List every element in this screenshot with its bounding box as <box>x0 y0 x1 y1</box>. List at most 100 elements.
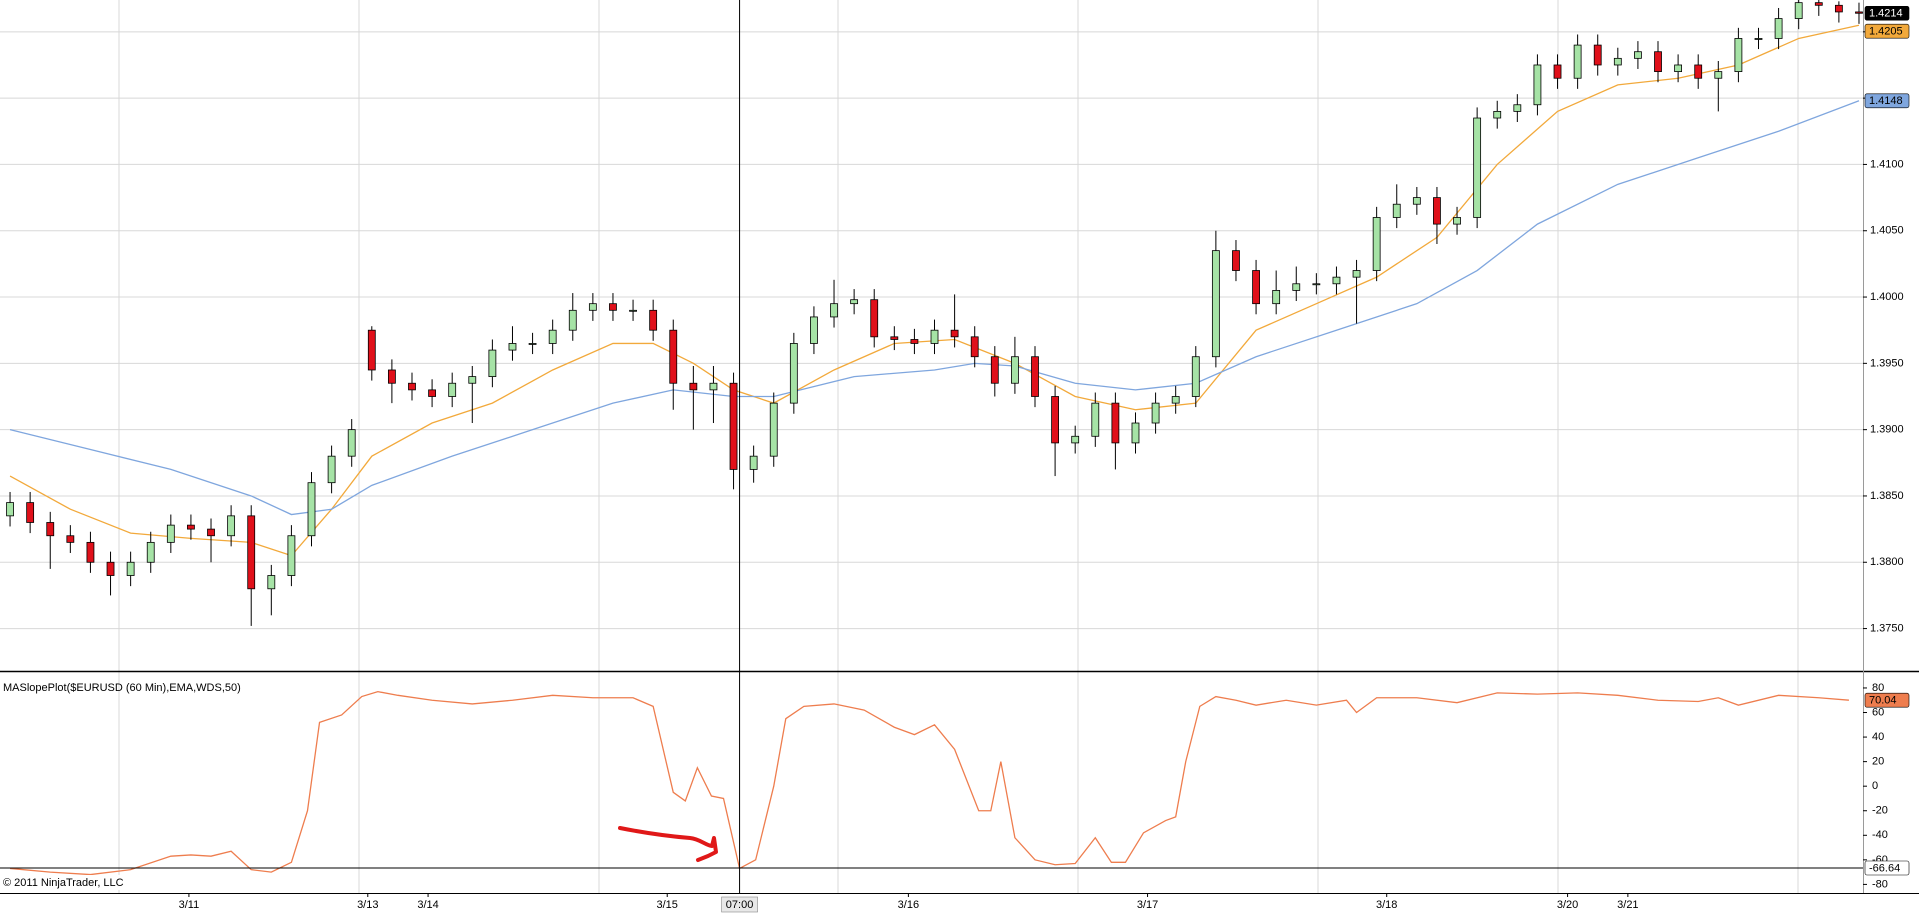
candle-body <box>1392 203 1401 218</box>
candle-body <box>187 524 195 530</box>
crosshair-x-label-bg <box>721 896 758 913</box>
candle-body <box>1091 402 1100 437</box>
x-tick-label: 3/14 <box>417 899 438 911</box>
candle-body <box>387 369 396 384</box>
candle-body <box>1533 64 1542 106</box>
candle-body <box>1352 270 1361 278</box>
vertical-grid <box>118 0 1799 893</box>
y-tick-label: 1.3750 <box>1870 622 1904 634</box>
x-tick-label: 3/13 <box>357 899 378 911</box>
candle-body <box>789 343 798 404</box>
candle-body <box>749 455 758 470</box>
candle-body <box>1734 38 1743 73</box>
candle-body <box>850 299 859 305</box>
y-tick-label: 60 <box>1872 706 1884 718</box>
candle-body <box>1613 57 1622 66</box>
candle-body <box>1553 64 1562 79</box>
candle-body <box>327 455 336 484</box>
candle-body <box>729 382 738 470</box>
candle-body <box>247 515 256 590</box>
y-tick-label: 40 <box>1872 731 1884 743</box>
x-tick-label: 3/15 <box>657 899 678 911</box>
candle-body <box>307 482 316 537</box>
candle-body <box>528 343 537 345</box>
y-tick-label: -80 <box>1872 878 1888 890</box>
y-tick-label: -20 <box>1872 805 1888 817</box>
price-panel <box>6 0 1863 626</box>
candle-body <box>970 336 979 358</box>
candle-body <box>1111 402 1120 444</box>
candle-body <box>267 575 276 590</box>
y-tick-label: 80 <box>1872 682 1884 694</box>
candle-body <box>1071 435 1080 444</box>
candle-body <box>910 339 919 344</box>
series-last-label-bg <box>1864 23 1910 39</box>
y-tick-label: 1.4000 <box>1870 291 1904 303</box>
candle-body <box>1473 117 1482 218</box>
candle-body <box>347 429 356 457</box>
candle-body <box>6 502 14 517</box>
y-tick-label: 1.3900 <box>1870 424 1904 436</box>
candle-body <box>568 309 577 331</box>
candle-body <box>1493 110 1502 119</box>
candle-body <box>1593 44 1602 66</box>
candle-body <box>1573 44 1582 79</box>
y-tick-label: 1.3850 <box>1870 490 1904 502</box>
candle-body <box>649 309 658 331</box>
candle-body <box>1774 18 1783 39</box>
candle-body <box>1011 356 1019 384</box>
candle-body <box>1332 276 1341 285</box>
candle-body <box>629 309 637 312</box>
series-last-label: 1.4205 <box>1869 26 1903 38</box>
series-last-label-bg <box>1864 692 1910 708</box>
candle-body <box>26 502 35 523</box>
candle-body <box>1694 64 1703 79</box>
candle-body <box>950 329 959 338</box>
y-tick-label: 1.3950 <box>1870 357 1904 369</box>
candle-body <box>1814 2 1823 6</box>
candle-body <box>1433 197 1441 225</box>
candle-body <box>1312 283 1321 286</box>
candle-body <box>408 382 416 391</box>
series-last-label: 70.04 <box>1869 695 1897 707</box>
candle-body <box>468 376 477 384</box>
candle-body <box>1211 250 1220 358</box>
candle-body <box>930 329 939 344</box>
candle-body <box>1252 270 1260 305</box>
last-price-label-bg <box>1864 5 1910 21</box>
candle-body <box>448 382 457 397</box>
crosshair-x-label: 07:00 <box>726 899 754 911</box>
candle-body <box>1754 38 1763 40</box>
candle-body <box>1272 290 1281 305</box>
candle-body <box>990 356 999 384</box>
y-tick-label: 1.3800 <box>1870 556 1904 568</box>
candle-body <box>609 303 617 311</box>
y-tick-label: 20 <box>1872 756 1884 768</box>
x-tick-label: 3/18 <box>1376 899 1397 911</box>
candle-body <box>46 522 55 537</box>
x-tick-label: 3/11 <box>179 899 200 911</box>
candle-body <box>890 336 899 340</box>
candle-body <box>106 561 115 576</box>
line-series <box>9 100 1860 516</box>
candle-body <box>830 303 838 318</box>
y-tick-label: 0 <box>1872 780 1878 792</box>
y-tick-label: -40 <box>1872 829 1888 841</box>
candle-body <box>1834 4 1843 13</box>
candle-body <box>1151 402 1160 424</box>
candle-body <box>1634 51 1642 59</box>
candle-body <box>1232 250 1240 271</box>
candle-body <box>1131 422 1140 444</box>
indicator-panel <box>9 690 1849 876</box>
candle-body <box>870 299 879 338</box>
candle-body <box>769 402 778 457</box>
candle-body <box>367 329 376 371</box>
candle-body <box>810 316 818 344</box>
line-series <box>9 690 1849 876</box>
x-tick-label: 3/21 <box>1617 899 1638 911</box>
candle-body <box>227 515 236 537</box>
